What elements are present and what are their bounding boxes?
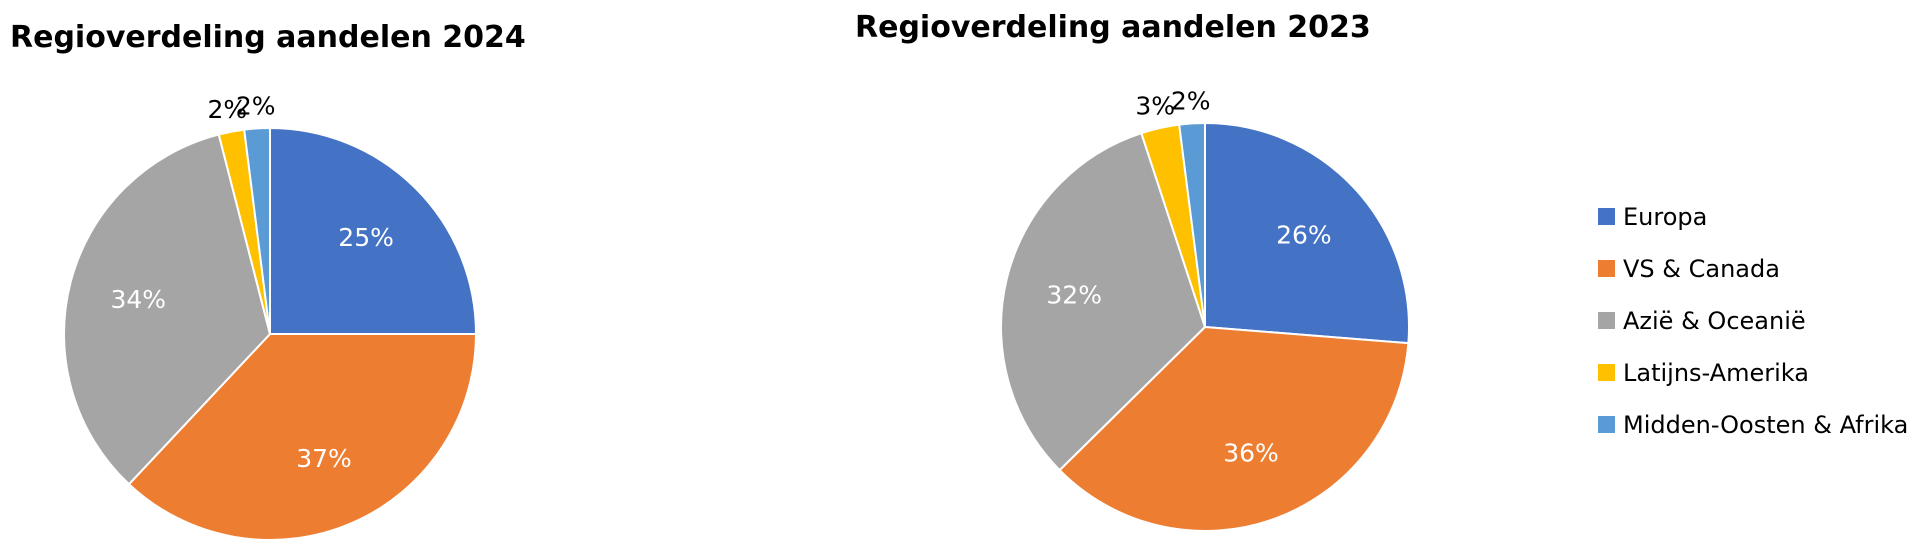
pie-slice-midden-oosten-and-afrika-2023 [1178, 122, 1206, 328]
pie-slices-2023 [1000, 122, 1410, 532]
legend-label-azie-and-oceanie: Azië & Oceanië [1623, 307, 1806, 335]
data-label-midden-oosten-and-afrika-2024: 2% [236, 91, 276, 120]
pie-chart-2023: Regioverdeling aandelen 2023 26% 36% 32% 3%… [855, 10, 1410, 532]
legend-item-vs-and-canada: VS & Canada [1598, 255, 1780, 283]
pie-slice-azie-and-oceanie-2023 [1000, 132, 1206, 472]
data-label-midden-oosten-and-afrika-2023: 2% [1171, 87, 1211, 116]
legend-swatch-europa [1598, 208, 1615, 225]
pie-slice-europa-2024 [269, 127, 477, 335]
chart-legend: Europa VS & Canada Azië & Oceanië Latijns-A… [1598, 203, 1908, 439]
pie-slice-vs-and-canada-2023 [1058, 326, 1410, 532]
legend-swatch-azie-and-oceanie [1598, 312, 1615, 329]
pie-labels-2023: 26% 36% 32% 3%2% [1046, 87, 1331, 468]
legend-item-midden-oosten-and-afrika: Midden-Oosten & Afrika [1598, 411, 1908, 439]
data-label-azie-and-oceanie-2023: 32% [1046, 280, 1102, 309]
pie-slices-2024 [63, 126, 477, 541]
legend-swatch-midden-oosten-and-afrika [1598, 416, 1615, 433]
legend-label-europa: Europa [1623, 203, 1707, 231]
data-label-azie-and-oceanie-2024: 34% [111, 285, 167, 314]
data-label-europa-2023: 26% [1276, 221, 1332, 250]
legend-swatch-latijns-amerika [1598, 364, 1615, 381]
legend-label-latijns-amerika: Latijns-Amerika [1623, 359, 1809, 387]
data-label-latijns-amerika-2023: 3% [1135, 92, 1175, 121]
chart-title-2023: Regioverdeling aandelen 2023 [855, 10, 1371, 45]
legend-item-azie-and-oceanie: Azië & Oceanië [1598, 307, 1806, 335]
legend-item-latijns-amerika: Latijns-Amerika [1598, 359, 1809, 387]
legend-item-europa: Europa [1598, 203, 1707, 231]
data-label-vs-and-canada-2023: 36% [1223, 439, 1279, 468]
pie-slice-vs-and-canada-2024 [127, 333, 477, 541]
data-label-europa-2024: 25% [338, 223, 394, 252]
data-label-latijns-amerika-2024: 2% [207, 95, 247, 124]
pie-slice-europa-2023 [1204, 122, 1410, 345]
legend-swatch-vs-and-canada [1598, 260, 1615, 277]
data-label-vs-and-canada-2024: 37% [296, 444, 352, 473]
pie-slice-midden-oosten-and-afrika-2024 [243, 126, 271, 335]
chart-title-2024: Regioverdeling aandelen 2024 [10, 20, 526, 55]
pie-slice-azie-and-oceanie-2024 [63, 133, 271, 486]
pie-chart-2024: Regioverdeling aandelen 2024 25% 37% 34% 2%… [10, 20, 526, 541]
legend-label-vs-and-canada: VS & Canada [1623, 255, 1780, 283]
pie-labels-2024: 25% 37% 34% 2%2% [111, 91, 394, 472]
legend-label-midden-oosten-and-afrika: Midden-Oosten & Afrika [1623, 411, 1908, 439]
